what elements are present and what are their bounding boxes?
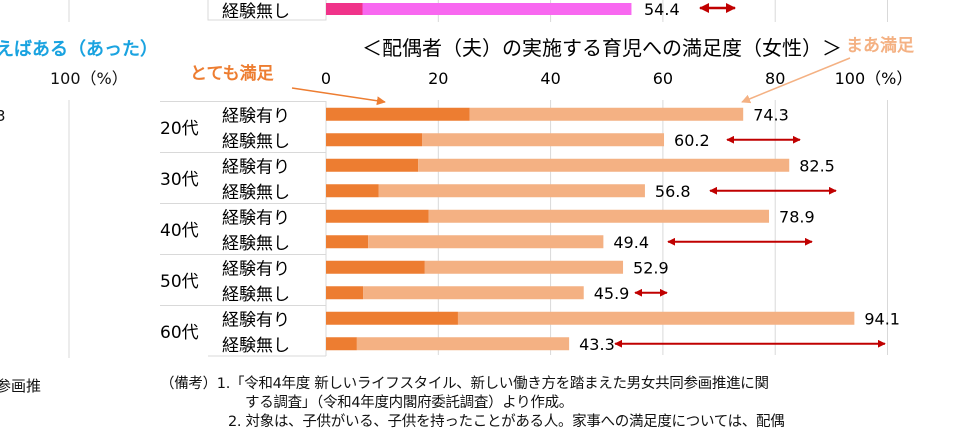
row-label: 経験無し [222,234,290,254]
footnote-line-2: する調査」（令和4年度内閣府委託調査）より作成。 [245,395,573,411]
row-label: 経験有り [222,106,290,126]
age-group-label: 50代 [160,272,199,292]
bar-segment-somewhat-satisfied [422,133,665,147]
left-legend-text: えばある（あった） [0,39,158,60]
bar-segment-very-satisfied [326,158,419,172]
annotation-arrow [741,57,851,104]
bar-segment-very-satisfied [326,209,429,223]
footnote-line-3: 2. 対象は、子供がいる、子供を持ったことがある人。家事への満足度については、配… [228,414,785,430]
bar-total-label: 82.5 [799,156,835,175]
bar-segment-somewhat-satisfied [363,286,584,300]
x-tick-label: 80 [765,69,785,88]
x-tick-label: 60 [653,69,673,88]
bar-segment-somewhat-satisfied [418,158,790,172]
bar-segment-very-satisfied [326,133,423,147]
annotation-arrow [291,87,386,106]
bar-value-label: 54.4 [644,0,680,19]
bar-segment-very-satisfied [326,260,425,274]
age-group-label: 40代 [160,221,199,241]
bar-segment-somewhat-satisfied [424,260,624,274]
bar-total-label: 74.3 [753,105,789,124]
bar-segment-very-satisfied [326,311,458,325]
bar-segment-somewhat-satisfied [428,209,770,223]
bar-segment-very-satisfied [326,337,357,351]
bar-total-label: 94.1 [864,309,900,328]
x-tick-label: 0 [321,69,331,88]
x-tick-label: 100（%） [835,69,913,88]
row-label: 経験無し [222,183,290,203]
age-group-label: 30代 [160,170,199,190]
row-label: 経験有り [222,208,290,228]
bar-total-label: 49.4 [613,233,649,252]
row-label: 経験有り [222,310,290,330]
row-label: 経験無し [222,285,290,305]
bar-segment-light [362,3,632,15]
bar-segment-somewhat-satisfied [356,337,570,351]
x-tick-label: 40 [540,69,560,88]
bar-segment-dark [326,3,363,15]
annotation-very-satisfied: とても満足 [190,63,274,84]
row-label: 経験無し [222,2,290,22]
bar-segment-somewhat-satisfied [368,235,604,249]
bar-total-label: 52.9 [633,258,669,277]
row-label: 経験無し [222,132,290,152]
bar-segment-very-satisfied [326,235,369,249]
left-axis-label: 100（%） [50,69,128,88]
bar-segment-somewhat-satisfied [469,107,744,121]
bar-total-label: 45.9 [594,284,630,303]
bar-total-label: 43.3 [579,335,615,354]
satisfaction-chart: えばある（あった） 100（%） 3 参画推 経験無し 54.4 ＜配偶者（夫）の実施する育… [0,0,914,395]
bar-segment-very-satisfied [326,107,470,121]
bar-total-label: 60.2 [674,131,710,150]
row-label: 経験無し [222,336,290,356]
annotation-somewhat-satisfied: まあ満足 [846,35,914,56]
x-tick-label: 20 [428,69,448,88]
row-label: 経験有り [222,259,290,279]
bar-segment-somewhat-satisfied [457,311,855,325]
bar-total-label: 56.8 [655,182,691,201]
row-label: 経験有り [222,157,290,177]
age-group-label: 60代 [160,323,199,343]
bar-segment-very-satisfied [326,184,379,198]
left-side-text: 参画推 [0,377,41,395]
footnote-line-1: （備考）1.「令和4年度 新しいライフスタイル、新しい働き方を踏まえた男女共同参… [160,376,769,392]
bar-segment-somewhat-satisfied [378,184,645,198]
bar-total-label: 78.9 [779,207,815,226]
age-group-label: 20代 [160,119,199,139]
left-side-text: 3 [0,107,6,125]
bar-segment-very-satisfied [326,286,364,300]
chart-title: ＜配偶者（夫）の実施する育児への満足度（女性）＞ [362,36,842,60]
